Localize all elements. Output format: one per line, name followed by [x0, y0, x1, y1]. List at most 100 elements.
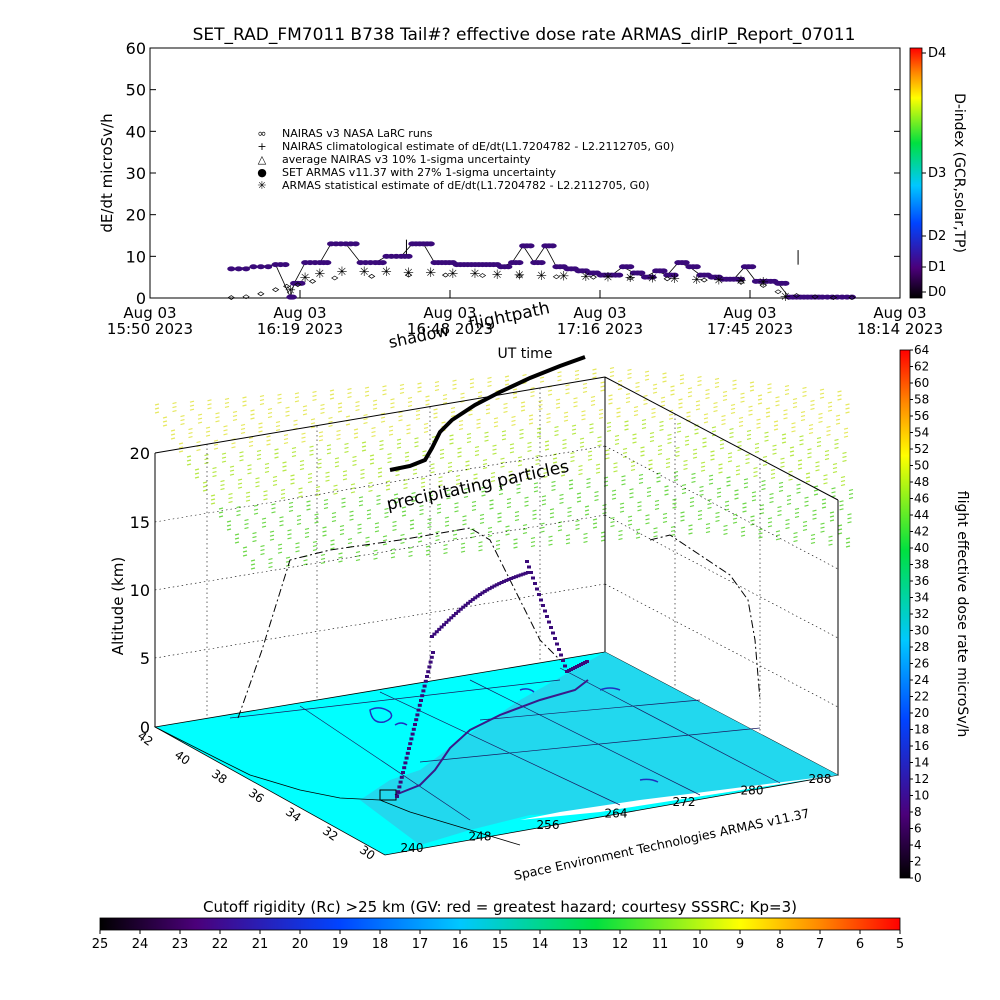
precip-dash — [415, 413, 421, 416]
precip-dash — [202, 481, 208, 484]
armas-point — [515, 260, 524, 266]
armas-point — [537, 260, 546, 266]
precip-dash — [788, 470, 793, 473]
precip-dash — [590, 395, 596, 398]
precip-dash — [660, 404, 666, 407]
cutoff-tick-label: 17 — [412, 937, 429, 952]
precip-dash — [794, 511, 800, 514]
precip-dash — [567, 506, 572, 509]
precip-dash — [667, 441, 672, 444]
precip-dash — [337, 402, 343, 405]
precip-dash — [714, 377, 720, 380]
precip-dash — [277, 543, 283, 546]
armas-stat-point: ✳ — [581, 270, 592, 285]
precip-dash — [810, 407, 815, 410]
top-x-tick-date: Aug 03 — [573, 304, 626, 322]
precip-dash — [662, 376, 667, 379]
precip-dash — [178, 450, 184, 453]
precip-dash — [767, 521, 773, 524]
dose-rate-tick-label: 10 — [914, 789, 929, 803]
precip-dash — [808, 428, 814, 431]
precip-dash — [490, 480, 496, 483]
dose-rate-tick-label: 54 — [914, 426, 929, 440]
precip-dash — [400, 541, 405, 544]
precip-dash — [497, 516, 502, 519]
precip-dash — [609, 367, 615, 370]
precip-dash — [170, 437, 176, 440]
precip-dash — [231, 446, 236, 449]
precip-dash — [231, 442, 236, 445]
precip-dash — [664, 489, 669, 492]
precip-dash — [546, 417, 551, 420]
precip-dash — [557, 529, 563, 532]
flightpath-annotation: flightpath — [467, 298, 552, 335]
precip-dash — [234, 533, 240, 536]
armas-point — [526, 243, 535, 249]
precip-dash — [274, 448, 279, 451]
precip-dash — [387, 461, 392, 464]
precip-dash — [205, 426, 211, 429]
precip-dash — [843, 435, 849, 438]
precip-dash — [384, 507, 389, 510]
precip-dash — [657, 453, 663, 456]
precip-dash — [511, 423, 516, 426]
precip-dash — [715, 511, 720, 514]
precip-dash — [435, 539, 440, 542]
precip-dash — [259, 399, 265, 402]
flight-profile-point — [466, 601, 470, 605]
precip-dash — [439, 452, 445, 455]
precip-dash — [629, 492, 634, 495]
precip-dash — [366, 513, 372, 516]
top-x-axis-label: UT time — [498, 346, 553, 362]
precip-dash — [511, 419, 516, 422]
precip-dash — [653, 531, 658, 534]
armas-stat-point: ✳ — [714, 273, 725, 288]
precip-dash — [745, 462, 750, 465]
precip-dash — [560, 474, 566, 477]
precip-dash — [719, 443, 725, 446]
precip-dash — [837, 398, 842, 401]
dindex-tick-label: D2 — [928, 229, 946, 244]
precip-dash — [447, 465, 453, 468]
precip-dash — [799, 439, 804, 442]
precip-dash — [473, 477, 478, 480]
nairas-point — [257, 291, 265, 297]
precip-dash — [384, 515, 389, 518]
precip-dash — [828, 543, 833, 546]
flight-profile-point — [499, 580, 504, 584]
precip-dash — [582, 386, 588, 389]
precip-dash — [832, 467, 838, 470]
precip-dash — [194, 468, 200, 471]
armas-point — [670, 272, 679, 278]
precip-dash — [559, 497, 564, 500]
precip-dash — [794, 507, 800, 510]
dose-rate-tick-label: 34 — [914, 591, 929, 605]
precip-dash — [699, 493, 704, 496]
precip-dash — [474, 446, 480, 449]
precip-dash — [259, 395, 265, 398]
precip-dash — [306, 500, 311, 503]
flight-profile-point — [420, 694, 425, 698]
precip-dash — [393, 493, 399, 496]
precip-dash — [504, 375, 510, 378]
precip-dash — [845, 537, 851, 540]
precip-dash — [404, 455, 410, 458]
precip-dash — [758, 536, 763, 539]
precip-dash — [629, 488, 634, 491]
precip-dash — [660, 396, 666, 399]
precip-dash — [533, 490, 539, 493]
precip-dash — [778, 481, 784, 484]
precip-dash — [465, 464, 470, 467]
precip-dash — [807, 452, 812, 455]
precip-dash — [668, 417, 674, 420]
precip-dash — [546, 421, 551, 424]
precip-dash — [353, 436, 359, 439]
armas-point — [692, 264, 701, 270]
longitude-tick-label: 248 — [469, 830, 492, 844]
precip-dash — [726, 476, 731, 479]
precip-dash — [484, 439, 489, 442]
precip-dash — [513, 546, 518, 549]
flight-profile-point — [490, 585, 494, 589]
precip-dash — [688, 532, 693, 535]
precip-dash — [751, 495, 757, 498]
